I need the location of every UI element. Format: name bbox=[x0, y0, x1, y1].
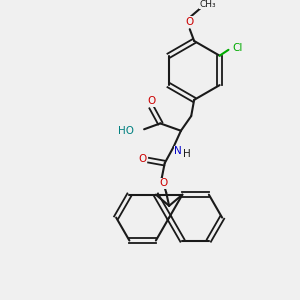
Text: HO: HO bbox=[118, 126, 134, 136]
Text: O: O bbox=[139, 154, 147, 164]
Text: CH₃: CH₃ bbox=[199, 0, 216, 9]
Text: O: O bbox=[159, 178, 167, 188]
Text: N: N bbox=[174, 146, 182, 156]
Text: Cl: Cl bbox=[232, 43, 242, 53]
Text: O: O bbox=[147, 96, 156, 106]
Text: H: H bbox=[183, 149, 191, 159]
Text: O: O bbox=[186, 17, 194, 27]
